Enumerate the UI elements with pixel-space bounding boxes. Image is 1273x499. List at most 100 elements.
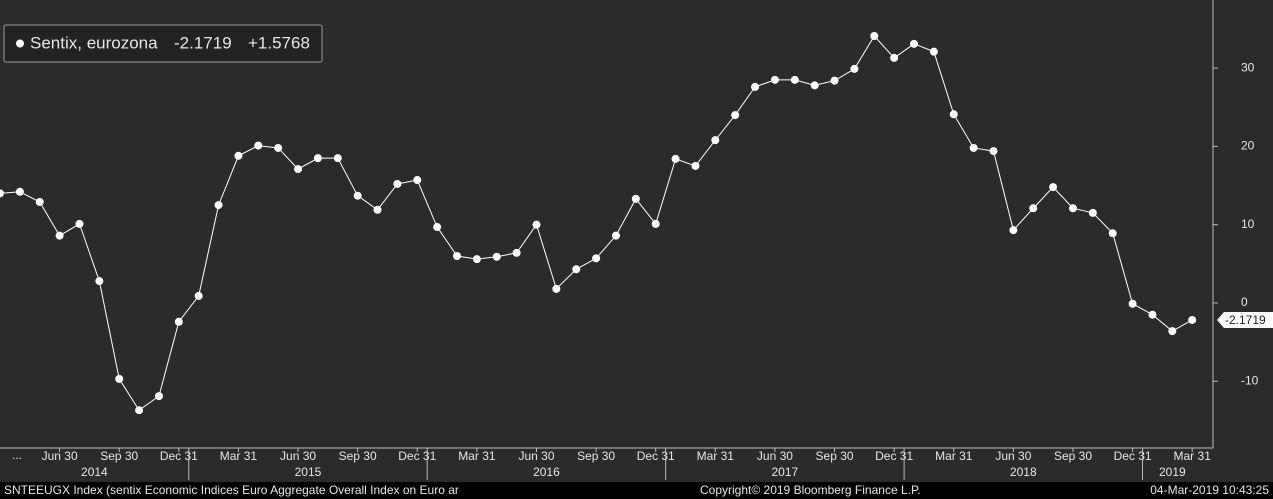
x-tick-label: Sep 30	[339, 449, 377, 463]
data-point	[1049, 183, 1058, 192]
x-tick-label: Mar 31	[458, 449, 496, 463]
data-point	[512, 248, 521, 257]
data-point	[711, 136, 720, 145]
data-point	[234, 151, 243, 160]
data-point	[393, 179, 402, 188]
x-tick-label: Sep 30	[100, 449, 138, 463]
y-tick-label: 0	[1241, 295, 1248, 309]
data-point	[1168, 327, 1177, 336]
data-point	[572, 265, 581, 274]
data-point	[552, 284, 561, 293]
plot	[0, 32, 1197, 415]
legend-change: +1.5768	[248, 33, 310, 52]
data-point	[294, 165, 303, 174]
data-point	[0, 189, 4, 198]
data-point	[671, 154, 680, 163]
data-point	[631, 194, 640, 203]
x-tick-label: Mar 31	[220, 449, 258, 463]
background	[0, 0, 1273, 482]
data-point	[492, 252, 501, 261]
x-tick-label: Dec 31	[160, 449, 198, 463]
x-year-label: 2017	[772, 465, 799, 479]
data-point	[55, 231, 64, 240]
data-point	[135, 406, 144, 415]
data-point	[1148, 310, 1157, 319]
data-point	[532, 220, 541, 229]
data-point	[194, 291, 203, 300]
data-point	[274, 143, 283, 152]
data-point	[1009, 226, 1018, 235]
data-point	[810, 81, 819, 90]
x-tick-label: Dec 31	[1114, 449, 1152, 463]
x-tick-label: Jun 30	[42, 449, 78, 463]
x-tick-label: Dec 31	[875, 449, 913, 463]
data-point	[1088, 208, 1097, 217]
data-point	[174, 317, 183, 326]
data-point	[770, 75, 779, 84]
x-year-label: 2015	[295, 465, 322, 479]
x-tick-label: Sep 30	[577, 449, 615, 463]
legend-name: Sentix, eurozona	[30, 33, 158, 52]
data-point	[731, 111, 740, 120]
data-point	[115, 374, 124, 383]
x-tick-label: Mar 31	[1174, 449, 1212, 463]
x-year-label: 2014	[81, 465, 108, 479]
data-point	[254, 141, 263, 150]
data-point	[1128, 299, 1137, 308]
data-point	[154, 392, 163, 401]
data-point	[989, 147, 998, 156]
last-value-callout	[1217, 311, 1273, 328]
footer-left: SNTEEUGX Index (sentix Economic Indices …	[4, 483, 459, 497]
data-point	[313, 154, 322, 163]
data-point	[214, 201, 223, 210]
data-point	[453, 251, 462, 260]
data-point	[472, 255, 481, 264]
y-tick-label: 30	[1241, 60, 1255, 74]
data-point	[850, 64, 859, 73]
y-tick-label: -10	[1241, 373, 1259, 387]
data-point	[929, 47, 938, 56]
data-point	[611, 231, 620, 240]
data-point	[790, 75, 799, 84]
data-point	[969, 143, 978, 152]
y-tick-label: 10	[1241, 217, 1255, 231]
x-year-label: 2018	[1010, 465, 1037, 479]
x-year-label: 2016	[533, 465, 560, 479]
data-point	[35, 197, 44, 206]
x-tick-label: Jun 30	[995, 449, 1031, 463]
x-tick-label: Jun 30	[757, 449, 793, 463]
data-point	[433, 223, 442, 232]
y-tick-label: 20	[1241, 139, 1255, 153]
data-point	[373, 205, 382, 214]
x-tick-label: Jun 30	[518, 449, 554, 463]
data-point	[651, 219, 660, 228]
data-point	[830, 76, 839, 85]
x-tick-label: Mar 31	[935, 449, 973, 463]
data-point	[751, 82, 760, 91]
data-point	[870, 32, 879, 41]
x-tick-label: Sep 30	[1054, 449, 1092, 463]
legend-box	[3, 24, 323, 63]
data-point	[890, 53, 899, 62]
data-point	[949, 110, 958, 119]
data-point	[1029, 204, 1038, 213]
x-year-label: 2019	[1159, 465, 1186, 479]
footer-center: Copyright© 2019 Bloomberg Finance L.P.	[700, 483, 921, 497]
x-tick-label: Dec 31	[398, 449, 436, 463]
x-tick-label: Dec 31	[637, 449, 675, 463]
data-point	[1068, 204, 1077, 213]
data-point	[413, 176, 422, 185]
x-tick-label: Mar 31	[697, 449, 735, 463]
data-point	[95, 277, 104, 286]
data-point	[353, 191, 362, 200]
data-point	[75, 219, 84, 228]
data-point	[333, 154, 342, 163]
x-tick-label: Sep 30	[816, 449, 854, 463]
legend-last: -2.1719	[174, 33, 232, 52]
x-ellipsis: ...	[12, 448, 22, 462]
data-point	[691, 161, 700, 170]
data-point	[1188, 315, 1197, 324]
data-point	[1108, 229, 1117, 238]
legend-marker	[16, 39, 24, 48]
